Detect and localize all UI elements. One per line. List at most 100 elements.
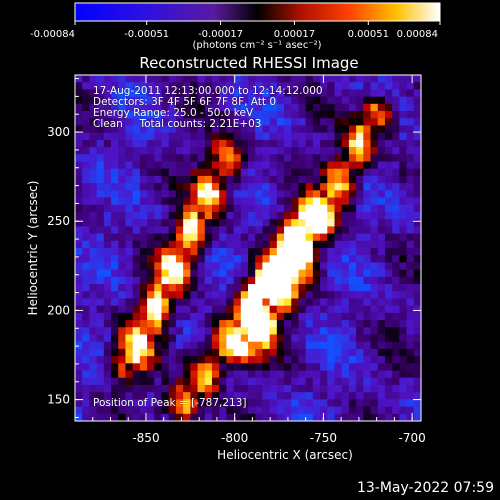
heatmap-cell: [269, 125, 278, 134]
heatmap-cell: [175, 154, 184, 163]
heatmap-cell: [384, 406, 393, 415]
heatmap-cell: [305, 392, 314, 400]
heatmap-cell: [103, 348, 112, 357]
heatmap-cell: [363, 413, 372, 421]
heatmap-cell: [320, 154, 328, 163]
heatmap-cell: [384, 348, 393, 357]
heatmap-cell: [406, 103, 415, 112]
heatmap-cell: [211, 305, 220, 314]
heatmap-cell: [175, 384, 184, 393]
heatmap-cell: [240, 291, 249, 300]
heatmap-cell: [348, 248, 357, 256]
heatmap-cell: [204, 226, 213, 235]
heatmap-cell: [262, 89, 271, 98]
heatmap-cell: [269, 262, 278, 271]
heatmap-cell: [399, 139, 408, 148]
heatmap-cell: [312, 233, 321, 242]
heatmap-cell: [276, 262, 285, 271]
heatmap-cell: [399, 320, 408, 328]
heatmap-cell: [327, 118, 336, 127]
heatmap-cell: [154, 96, 163, 105]
heatmap-cell: [370, 341, 379, 350]
heatmap-cell: [125, 255, 134, 264]
heatmap-cell: [377, 356, 386, 364]
heatmap-cell: [262, 240, 271, 249]
heatmap-cell: [175, 298, 184, 307]
heatmap-cell: [89, 168, 98, 177]
heatmap-cell: [334, 255, 343, 264]
heatmap-cell: [356, 96, 364, 105]
heatmap-cell: [363, 75, 372, 83]
heatmap-cell: [377, 219, 386, 227]
heatmap-cell: [211, 183, 220, 191]
heatmap-cell: [161, 248, 170, 256]
heatmap-cell: [190, 384, 199, 393]
heatmap-cell: [240, 363, 249, 372]
heatmap-cell: [103, 204, 112, 213]
heatmap-cell: [103, 284, 112, 292]
heatmap-cell: [154, 399, 163, 408]
heatmap-cell: [132, 240, 141, 249]
heatmap-cell: [197, 204, 206, 213]
heatmap-cell: [118, 139, 127, 148]
heatmap-cell: [118, 392, 127, 400]
heatmap-cell: [356, 233, 364, 242]
heatmap-cell: [147, 298, 155, 307]
heatmap-cell: [255, 363, 264, 372]
heatmap-cell: [190, 312, 199, 321]
heatmap-cell: [334, 183, 343, 191]
heatmap-cell: [183, 291, 191, 300]
heatmap-cell: [75, 168, 83, 177]
heatmap-cell: [298, 89, 307, 98]
heatmap-cell: [384, 370, 393, 379]
heatmap-cell: [356, 190, 364, 199]
heatmap-cell: [276, 269, 285, 278]
heatmap-cell: [197, 392, 206, 400]
heatmap-cell: [219, 377, 227, 386]
heatmap-cell: [305, 125, 314, 134]
heatmap-cell: [406, 399, 415, 408]
heatmap-cell: [276, 139, 285, 148]
heatmap-cell: [399, 197, 408, 206]
heatmap-cell: [204, 89, 213, 98]
heatmap-cell: [161, 183, 170, 191]
heatmap-cell: [269, 399, 278, 408]
heatmap-cell: [75, 240, 83, 249]
heatmap-cell: [183, 269, 191, 278]
heatmap-cell: [370, 132, 379, 141]
heatmap-cell: [392, 377, 400, 386]
heatmap-cell: [291, 413, 300, 421]
heatmap-cell: [233, 240, 242, 249]
heatmap-cell: [341, 320, 350, 328]
heatmap-cell: [82, 269, 91, 278]
heatmap-cell: [320, 384, 328, 393]
heatmap-cell: [341, 154, 350, 163]
heatmap-cell: [103, 334, 112, 343]
heatmap-cell: [384, 233, 393, 242]
heatmap-cell: [75, 89, 83, 98]
heatmap-cell: [262, 161, 271, 170]
heatmap-cell: [89, 269, 98, 278]
heatmap-cell: [226, 305, 235, 314]
heatmap-cell: [168, 276, 177, 285]
heatmap-cell: [392, 82, 400, 91]
heatmap-cell: [111, 197, 119, 206]
heatmap-cell: [269, 363, 278, 372]
heatmap-cell: [356, 111, 364, 119]
heatmap-cell: [147, 413, 155, 421]
heatmap-cell: [413, 377, 421, 386]
heatmap-cell: [363, 291, 372, 300]
heatmap-cell: [305, 103, 314, 112]
heatmap-cell: [291, 139, 300, 148]
heatmap-cell: [240, 298, 249, 307]
heatmap-cell: [190, 240, 199, 249]
heatmap-cell: [320, 233, 328, 242]
heatmap-cell: [392, 255, 400, 264]
heatmap-cell: [175, 305, 184, 314]
heatmap-cell: [197, 233, 206, 242]
heatmap-cell: [399, 327, 408, 336]
heatmap-cell: [118, 276, 127, 285]
heatmap-cell: [103, 96, 112, 105]
heatmap-cell: [111, 348, 119, 357]
heatmap-cell: [233, 197, 242, 206]
